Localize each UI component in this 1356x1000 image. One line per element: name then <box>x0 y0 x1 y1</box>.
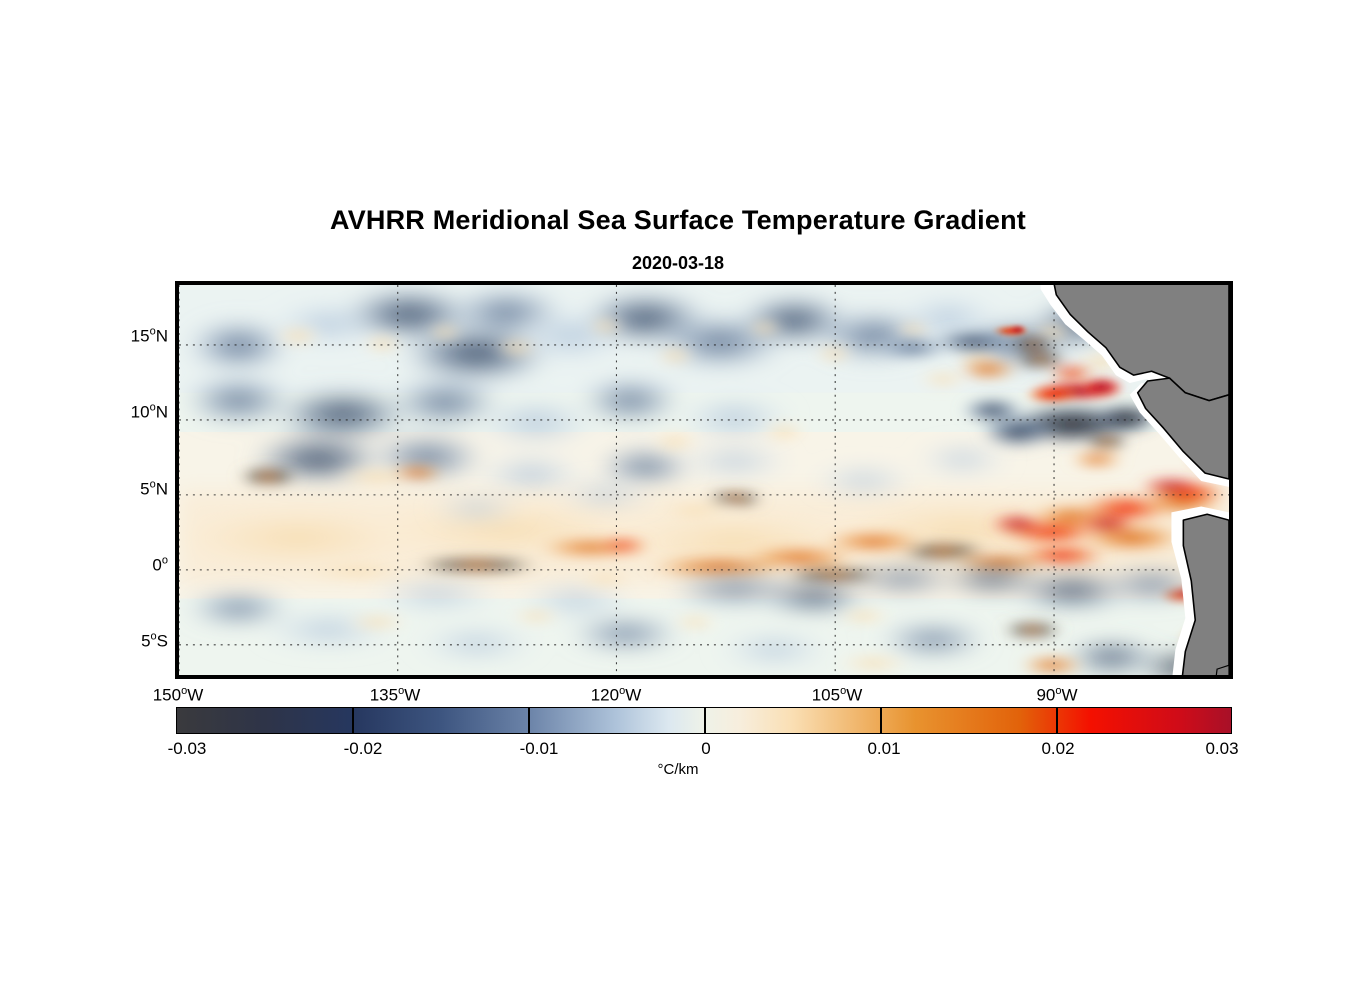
tehuantepec-cool-wake <box>873 329 1019 360</box>
land-mask <box>1040 285 1229 675</box>
colorbar-tick-label: 0.02 <box>1041 739 1075 758</box>
region-south-equatorial-cool <box>182 565 1226 675</box>
northwest-warm-speckles <box>234 317 1128 489</box>
ytick-label: 5oS <box>141 630 168 651</box>
northeast-coastal-warm <box>915 334 1133 469</box>
chart-title: AVHRR Meridional Sea Surface Temperature… <box>330 205 1026 235</box>
ytick-label: 15oN <box>130 325 168 346</box>
chart-subtitle: 2020-03-18 <box>631 253 725 273</box>
colorbar-tick-label: 0.01 <box>867 739 901 758</box>
ytick-label: 0o <box>152 554 168 575</box>
colorbar-tick-label: 0.03 <box>1205 739 1239 758</box>
colorbar-tick <box>528 707 530 734</box>
xtick-label: 120oW <box>590 685 642 705</box>
colorbar-tick-label: -0.03 <box>167 739 207 758</box>
xtick-label: 105oW <box>811 685 863 705</box>
colorbar-tick <box>1056 707 1058 734</box>
sst-gradient-field <box>179 285 1229 675</box>
ytick-label: 10oN <box>130 401 168 422</box>
region-costa-rica-dome-papagayo <box>1022 375 1126 406</box>
colorbar-tick <box>704 707 706 734</box>
xtick-label: 150oW <box>152 685 204 705</box>
sst-heatmap-svg <box>179 285 1229 675</box>
ytick-label: 5oN <box>140 478 168 499</box>
south-equatorial-warm-speckles <box>343 571 1089 675</box>
midbasin-weak-features <box>427 445 1013 521</box>
colorbar-unit-label: °C/km <box>657 761 699 778</box>
xtick-label: 90oW <box>1036 685 1078 705</box>
colorbar-tick-label: -0.01 <box>519 739 559 758</box>
colorbar-tick <box>880 707 882 734</box>
map-axes <box>175 281 1233 679</box>
colorbar-tick <box>352 707 354 734</box>
map-gridlines <box>179 285 1229 675</box>
colorbar-tick-label: -0.02 <box>343 739 383 758</box>
colorbar-tick-label: 0 <box>701 739 711 758</box>
xtick-label: 135oW <box>369 685 421 705</box>
